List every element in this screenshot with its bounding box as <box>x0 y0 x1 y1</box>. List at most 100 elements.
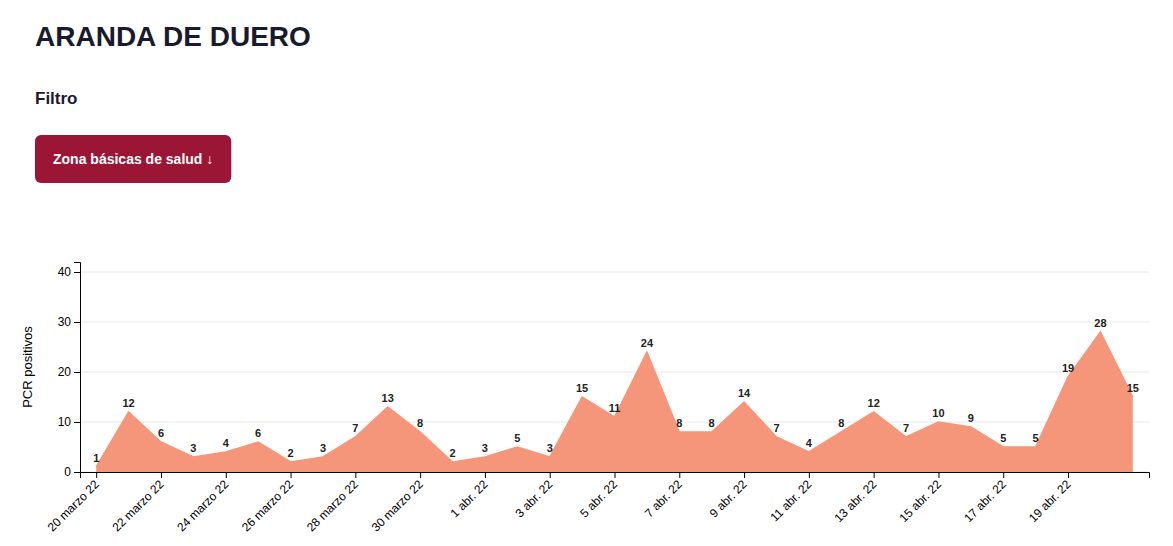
grid-line <box>80 322 1149 323</box>
tick-mark <box>679 472 680 478</box>
tick-mark <box>809 472 810 478</box>
subtitle: Filtro <box>35 89 78 108</box>
data-label: 8 <box>709 417 715 429</box>
data-label: 15 <box>576 382 588 394</box>
tick: 20 <box>58 365 80 379</box>
data-label: 1 <box>93 452 99 464</box>
tick: 30 marzo 22 <box>369 472 426 534</box>
tick: 26 marzo 22 <box>239 472 296 534</box>
tick-label: 17 abr. 22 <box>961 477 1009 525</box>
title: ARANDA DE DUERO <box>35 21 311 52</box>
tick: 24 marzo 22 <box>174 472 231 534</box>
tick: 0 <box>64 465 80 479</box>
tick-label: 24 marzo 22 <box>174 477 231 534</box>
data-label: 10 <box>932 407 944 419</box>
tick-mark <box>74 372 80 373</box>
tick: 40 <box>58 265 80 279</box>
tick-label: 0 <box>64 465 71 479</box>
tick-mark <box>74 472 80 473</box>
data-label: 7 <box>903 422 909 434</box>
axis-line <box>81 473 1150 479</box>
tick-label: 13 abr. 22 <box>832 477 880 525</box>
tick-mark <box>226 472 227 478</box>
y-axis: 0 10 20 30 40 <box>58 263 81 480</box>
tick-mark <box>420 472 421 478</box>
chart: ARANDA DE DUERO Filtro Zona básicas de sal… <box>0 0 1173 546</box>
tick-mark <box>1068 472 1069 478</box>
line <box>96 332 1133 467</box>
tick-label: 40 <box>58 265 72 279</box>
tick-mark <box>74 322 80 323</box>
tick: 5 abr. 22 <box>577 472 620 520</box>
tick-label: 10 <box>58 415 72 429</box>
tick: 15 abr. 22 <box>896 472 944 525</box>
tick-label: 26 marzo 22 <box>239 477 296 534</box>
data-labels: 1126346237138235315112488147481271095519… <box>93 317 1139 464</box>
tick-mark <box>744 472 745 478</box>
tick-label: 30 marzo 22 <box>369 477 426 534</box>
tick-label: 5 abr. 22 <box>577 477 620 520</box>
data-label: 3 <box>190 442 196 454</box>
data-label: 3 <box>547 442 553 454</box>
tick: 13 abr. 22 <box>832 472 880 525</box>
tick: 17 abr. 22 <box>961 472 1009 525</box>
data-label: 6 <box>158 427 164 439</box>
tick-mark <box>485 472 486 478</box>
tick-label: 30 <box>58 315 72 329</box>
tick: 28 marzo 22 <box>304 472 361 534</box>
marks <box>96 332 1133 472</box>
button-box[interactable] <box>35 135 231 183</box>
data-label: 12 <box>868 397 880 409</box>
tick: 1 abr. 22 <box>448 472 491 520</box>
data-label: 28 <box>1094 317 1106 329</box>
tick-label: 7 abr. 22 <box>642 477 685 520</box>
data-label: 19 <box>1062 362 1074 374</box>
tick-label: 9 abr. 22 <box>707 477 750 520</box>
tick-mark <box>550 472 551 478</box>
button[interactable]: Zona básicas de salud ↓ <box>35 135 231 183</box>
tick: 19 abr. 22 <box>1026 472 1074 525</box>
data-label: 5 <box>514 432 520 444</box>
button-label[interactable]: Zona básicas de salud ↓ <box>53 151 213 167</box>
data-label: 6 <box>255 427 261 439</box>
tick-mark <box>161 472 162 478</box>
tick: 22 marzo 22 <box>110 472 167 534</box>
y-label: PCR positivos <box>20 326 35 408</box>
data-label: 7 <box>773 422 779 434</box>
data-label: 13 <box>382 392 394 404</box>
tick-label: 20 marzo 22 <box>45 477 102 534</box>
data-label: 4 <box>223 437 230 449</box>
data-label: 15 <box>1127 382 1139 394</box>
tick: 10 <box>58 415 80 429</box>
tick-mark <box>96 472 97 478</box>
tick: 30 <box>58 315 80 329</box>
tick-mark <box>355 472 356 478</box>
tick-label: 11 abr. 22 <box>767 477 814 524</box>
tick-label: 22 marzo 22 <box>110 477 167 534</box>
grid-line <box>80 272 1149 273</box>
tick-label: 3 abr. 22 <box>512 477 555 520</box>
tick-mark <box>938 472 939 478</box>
tick-mark <box>874 472 875 478</box>
x-axis: 20 marzo 2222 marzo 2224 marzo 2226 marz… <box>45 472 1150 534</box>
tick: 3 abr. 22 <box>512 472 555 520</box>
tick-label: 1 abr. 22 <box>448 477 491 520</box>
tick: 7 abr. 22 <box>642 472 685 520</box>
tick-label: 19 abr. 22 <box>1026 477 1074 525</box>
data-label: 5 <box>1033 432 1039 444</box>
data-label: 3 <box>482 442 488 454</box>
tick-mark <box>1003 472 1004 478</box>
data-label: 24 <box>641 337 654 349</box>
grid-line <box>80 372 1149 373</box>
data-label: 7 <box>352 422 358 434</box>
plot: 0 10 20 30 40 20 marzo 2222 marzo 2224 marzo … <box>20 263 1150 535</box>
area <box>96 332 1133 472</box>
tick: 11 abr. 22 <box>767 472 814 524</box>
data-label: 8 <box>676 417 682 429</box>
data-label: 11 <box>609 402 621 414</box>
tick-mark <box>615 472 616 478</box>
tick-mark <box>74 272 80 273</box>
data-label: 14 <box>738 387 751 399</box>
data-label: 8 <box>838 417 844 429</box>
data-label: 3 <box>320 442 326 454</box>
